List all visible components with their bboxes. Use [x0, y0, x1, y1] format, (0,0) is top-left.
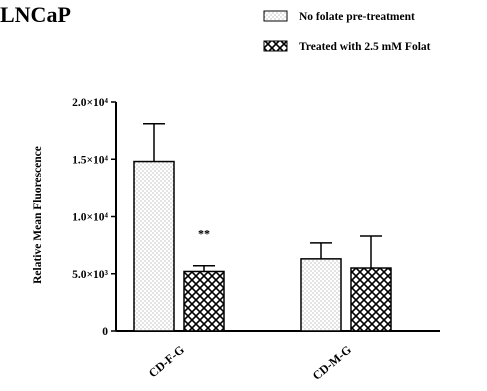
- y-tick-label: 1.0×10⁴: [72, 212, 108, 224]
- x-category-label: CD-M-G: [310, 343, 354, 383]
- legend-label-treated-folate: Treated with 2.5 mM Folat: [299, 41, 431, 53]
- panel-title: LNCaP: [0, 2, 71, 27]
- legend-swatch-dots: [263, 10, 288, 22]
- bar-crosshatch-1: [350, 267, 392, 332]
- legend: No folate pre-treatment Treated with 2.5…: [263, 10, 431, 53]
- annotations: **: [198, 227, 210, 241]
- y-tick-label: 0: [102, 326, 108, 338]
- x-category-label: CD-F-G: [146, 343, 187, 381]
- bar-dots-1: [300, 258, 342, 332]
- y-ticks: 0 5.0×10³ 1.0×10⁴ 1.5×10⁴ 2.0×10⁴: [72, 97, 116, 338]
- legend-swatch-crosshatch: [263, 40, 288, 52]
- y-tick-label: 1.5×10⁴: [72, 154, 108, 166]
- legend-label-no-folate: No folate pre-treatment: [299, 11, 415, 23]
- bars: [133, 160, 392, 332]
- bar-crosshatch-0: [183, 270, 225, 332]
- bar-dots-0: [133, 160, 175, 332]
- error-bars: [143, 123, 382, 272]
- category-labels: CD-F-G CD-M-G: [146, 343, 354, 383]
- y-axis-label: Relative Mean Fluorescence: [32, 146, 44, 284]
- significance-marker: **: [198, 227, 210, 241]
- y-tick-label: 5.0×10³: [72, 269, 108, 281]
- y-tick-label: 2.0×10⁴: [72, 97, 108, 109]
